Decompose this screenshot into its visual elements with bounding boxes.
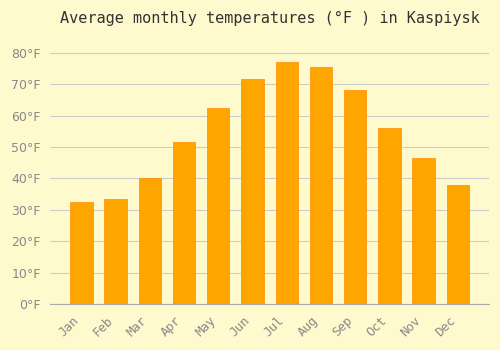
Bar <box>173 142 195 304</box>
Bar <box>104 199 126 304</box>
Bar <box>446 185 469 304</box>
Bar <box>242 79 264 304</box>
Bar <box>207 108 230 304</box>
Bar <box>378 128 400 304</box>
Bar <box>276 62 298 304</box>
Title: Average monthly temperatures (°F ) in Kaspiysk: Average monthly temperatures (°F ) in Ka… <box>60 11 480 26</box>
Bar <box>138 178 161 304</box>
Bar <box>70 202 92 304</box>
Bar <box>310 67 332 304</box>
Bar <box>412 158 434 304</box>
Bar <box>344 90 366 304</box>
